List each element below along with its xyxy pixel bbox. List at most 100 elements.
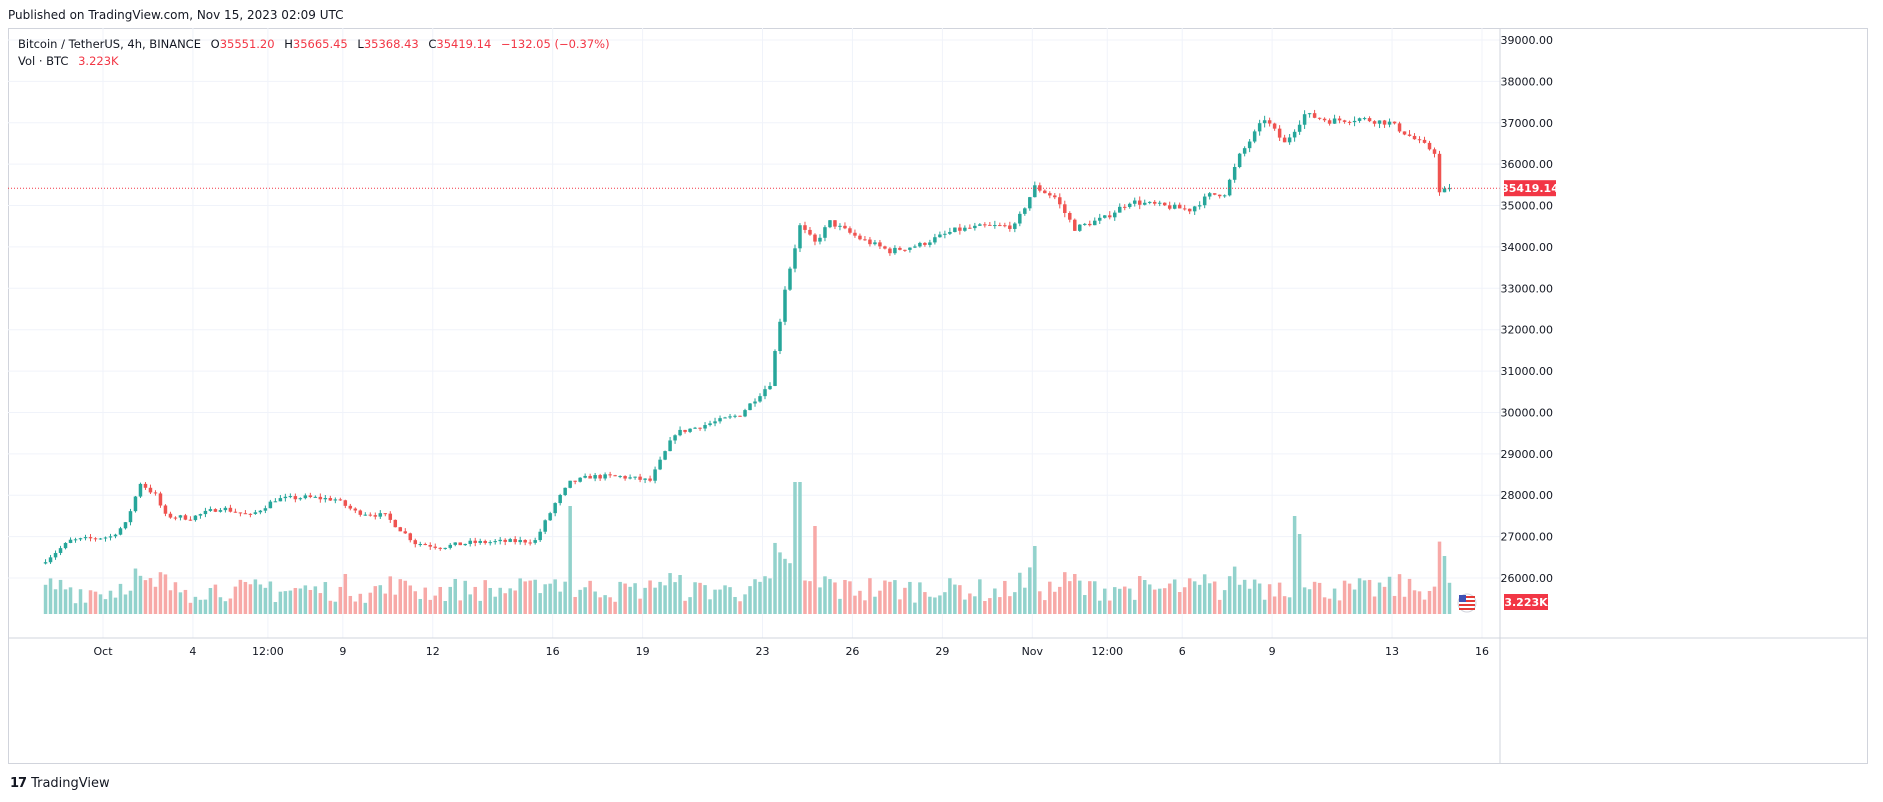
candle-body[interactable]: [738, 415, 742, 417]
candle-body[interactable]: [1247, 141, 1252, 149]
candle-body[interactable]: [1187, 208, 1192, 212]
candle-body[interactable]: [1357, 118, 1362, 121]
candle-body[interactable]: [58, 548, 63, 553]
candle-body[interactable]: [1417, 139, 1422, 141]
candle-body[interactable]: [1063, 204, 1067, 213]
candle-body[interactable]: [938, 234, 942, 238]
candle-body[interactable]: [703, 425, 707, 429]
candle-body[interactable]: [1157, 202, 1162, 204]
candle-body[interactable]: [1317, 117, 1322, 119]
candle-body[interactable]: [1048, 193, 1052, 196]
symbol-title[interactable]: Bitcoin / TetherUS, 4h, BINANCE: [18, 37, 201, 51]
candle-body[interactable]: [803, 225, 807, 230]
candle-body[interactable]: [623, 476, 627, 479]
candle-body[interactable]: [478, 540, 482, 543]
candle-body[interactable]: [1382, 120, 1387, 125]
candle-body[interactable]: [618, 476, 622, 478]
candle-body[interactable]: [243, 513, 248, 515]
candle-body[interactable]: [188, 519, 193, 521]
candle-body[interactable]: [1367, 118, 1372, 122]
candle-body[interactable]: [413, 540, 418, 545]
candle-body[interactable]: [913, 246, 917, 248]
candle-body[interactable]: [43, 562, 48, 564]
candle-body[interactable]: [1093, 220, 1097, 226]
candle-body[interactable]: [493, 541, 497, 543]
candle-body[interactable]: [293, 496, 298, 500]
candle-body[interactable]: [218, 510, 223, 512]
candle-body[interactable]: [1197, 205, 1202, 207]
candle-body[interactable]: [1277, 128, 1282, 138]
candle-body[interactable]: [488, 542, 492, 544]
candle-body[interactable]: [53, 552, 58, 558]
candle-body[interactable]: [238, 512, 243, 514]
candle-body[interactable]: [1272, 123, 1277, 129]
candle-body[interactable]: [933, 237, 937, 243]
candle-body[interactable]: [678, 429, 682, 436]
candle-body[interactable]: [418, 544, 423, 546]
candle-body[interactable]: [1387, 121, 1392, 125]
candle-body[interactable]: [228, 507, 233, 512]
candle-body[interactable]: [1207, 193, 1212, 197]
candle-body[interactable]: [233, 511, 238, 513]
candle-body[interactable]: [558, 495, 562, 504]
candle-body[interactable]: [1053, 195, 1057, 198]
candle-body[interactable]: [548, 513, 552, 521]
candle-body[interactable]: [1078, 224, 1082, 231]
candle-body[interactable]: [388, 513, 393, 520]
candle-body[interactable]: [1337, 118, 1342, 121]
candle-body[interactable]: [1377, 120, 1382, 124]
candle-body[interactable]: [73, 539, 78, 541]
candle-body[interactable]: [453, 542, 457, 545]
candle-body[interactable]: [628, 477, 632, 479]
candle-body[interactable]: [123, 522, 128, 529]
candle-body[interactable]: [768, 385, 772, 390]
candle-body[interactable]: [1152, 201, 1157, 204]
candle-body[interactable]: [1132, 200, 1137, 204]
candle-body[interactable]: [328, 498, 333, 501]
candle-body[interactable]: [1252, 131, 1257, 142]
candle-body[interactable]: [813, 234, 817, 242]
candle-body[interactable]: [163, 505, 168, 514]
candle-body[interactable]: [338, 499, 343, 501]
candle-body[interactable]: [1202, 196, 1207, 206]
volume-label[interactable]: Vol · BTC: [18, 54, 69, 68]
candle-body[interactable]: [788, 268, 792, 290]
candle-body[interactable]: [1103, 215, 1107, 218]
candle-body[interactable]: [948, 231, 952, 234]
candle-body[interactable]: [383, 513, 388, 515]
candle-body[interactable]: [1447, 188, 1452, 190]
candle-body[interactable]: [318, 496, 323, 500]
candle-body[interactable]: [593, 475, 597, 479]
candle-body[interactable]: [93, 538, 98, 540]
candle-body[interactable]: [653, 469, 657, 481]
candle-body[interactable]: [1262, 120, 1267, 124]
candle-body[interactable]: [748, 403, 752, 411]
candle-body[interactable]: [1043, 190, 1047, 194]
candle-body[interactable]: [1312, 113, 1317, 118]
candle-body[interactable]: [1427, 142, 1432, 150]
candle-body[interactable]: [158, 493, 163, 506]
candle-body[interactable]: [893, 247, 897, 254]
candle-body[interactable]: [783, 289, 787, 322]
candle-body[interactable]: [138, 483, 143, 497]
candle-body[interactable]: [63, 542, 68, 549]
candle-body[interactable]: [408, 533, 413, 541]
candle-body[interactable]: [428, 544, 433, 547]
candle-body[interactable]: [798, 225, 802, 249]
candle-body[interactable]: [193, 515, 198, 521]
candle-body[interactable]: [718, 418, 722, 422]
candle-body[interactable]: [853, 232, 857, 236]
candle-body[interactable]: [303, 495, 308, 499]
candle-body[interactable]: [993, 225, 997, 227]
candle-body[interactable]: [1267, 120, 1272, 124]
candle-body[interactable]: [1287, 137, 1292, 143]
candle-body[interactable]: [1362, 118, 1367, 120]
candle-body[interactable]: [258, 510, 263, 513]
candle-body[interactable]: [1167, 205, 1172, 209]
candle-body[interactable]: [868, 239, 872, 245]
candle-body[interactable]: [588, 475, 592, 479]
candle-body[interactable]: [1342, 120, 1347, 122]
candle-body[interactable]: [908, 247, 912, 250]
candle-body[interactable]: [1212, 193, 1217, 195]
